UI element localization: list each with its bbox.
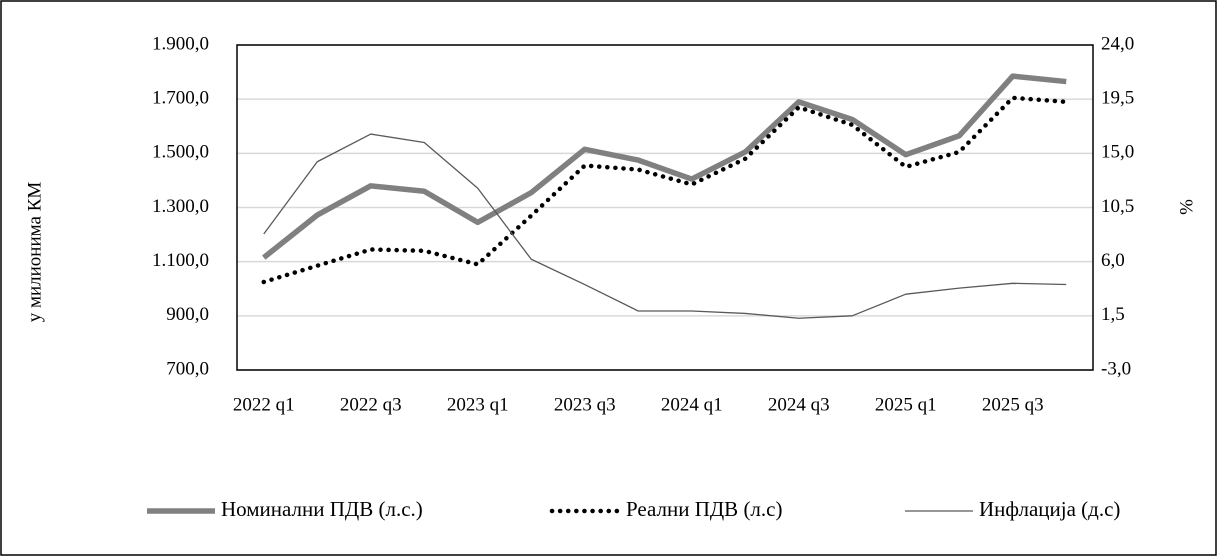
y2-axis-label: % xyxy=(1176,199,1197,215)
y-axis-label: у милионима КМ xyxy=(24,182,45,323)
y-tick-label: 1.500,0 xyxy=(152,142,209,163)
y2-tick-label: 10,5 xyxy=(1101,196,1134,217)
x-tick-label: 2025 q1 xyxy=(875,394,937,415)
y-tick-label: 1.900,0 xyxy=(152,33,209,54)
x-tick-label: 2024 q1 xyxy=(661,394,723,415)
x-tick-label: 2023 q3 xyxy=(554,394,616,415)
series-line xyxy=(263,133,1067,319)
x-tick-label: 2024 q3 xyxy=(768,394,830,415)
y-tick-label: 700,0 xyxy=(166,358,209,379)
legend-label: Инфлација (д.с) xyxy=(979,497,1120,521)
series-line xyxy=(261,95,1069,285)
y-tick-label: 1.300,0 xyxy=(152,196,209,217)
y2-tick-label: 19,5 xyxy=(1101,88,1134,109)
legend-label: Номинални ПДВ (л.с.) xyxy=(221,497,423,521)
y2-tick-label: 15,0 xyxy=(1101,142,1134,163)
series-line xyxy=(262,73,1067,260)
x-tick-label: 2025 q3 xyxy=(982,394,1044,415)
plot-frame xyxy=(236,44,1094,371)
legend-label: Реални ПДВ (л.с) xyxy=(626,497,782,521)
x-tick-label: 2022 q3 xyxy=(340,394,402,415)
x-tick-label: 2023 q1 xyxy=(447,394,509,415)
y2-tick-label: -3,0 xyxy=(1101,358,1131,379)
y2-tick-label: 1,5 xyxy=(1101,304,1125,325)
y2-tick-label: 6,0 xyxy=(1101,250,1125,271)
y-tick-label: 900,0 xyxy=(166,304,209,325)
x-tick-label: 2022 q1 xyxy=(233,394,295,415)
y-tick-label: 1.100,0 xyxy=(152,250,209,271)
y-tick-label: 1.700,0 xyxy=(152,88,209,109)
y2-tick-label: 24,0 xyxy=(1101,33,1134,54)
